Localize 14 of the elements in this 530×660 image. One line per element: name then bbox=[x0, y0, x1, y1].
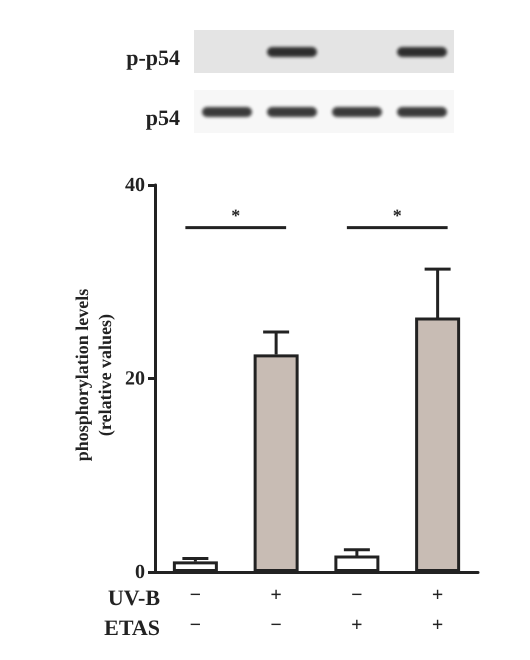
text: UV-B bbox=[106, 585, 160, 611]
x-tick-label: − + bbox=[351, 584, 363, 636]
text: p-p54 bbox=[125, 45, 180, 71]
y-tick-label: 40 bbox=[125, 174, 145, 196]
x-tick-label: + − bbox=[270, 584, 282, 636]
x-tick-label: − − bbox=[190, 584, 202, 636]
x-tick-label: + + bbox=[432, 584, 444, 636]
text: p54 bbox=[144, 105, 180, 131]
y-tick-label: 20 bbox=[125, 368, 145, 390]
text: ETAS bbox=[103, 615, 160, 641]
annotation: * bbox=[231, 206, 240, 226]
y-tick-label: 0 bbox=[135, 561, 145, 583]
y-axis-title: phosphorylation levels (relative values) bbox=[71, 288, 116, 464]
annotation: * bbox=[392, 206, 402, 226]
